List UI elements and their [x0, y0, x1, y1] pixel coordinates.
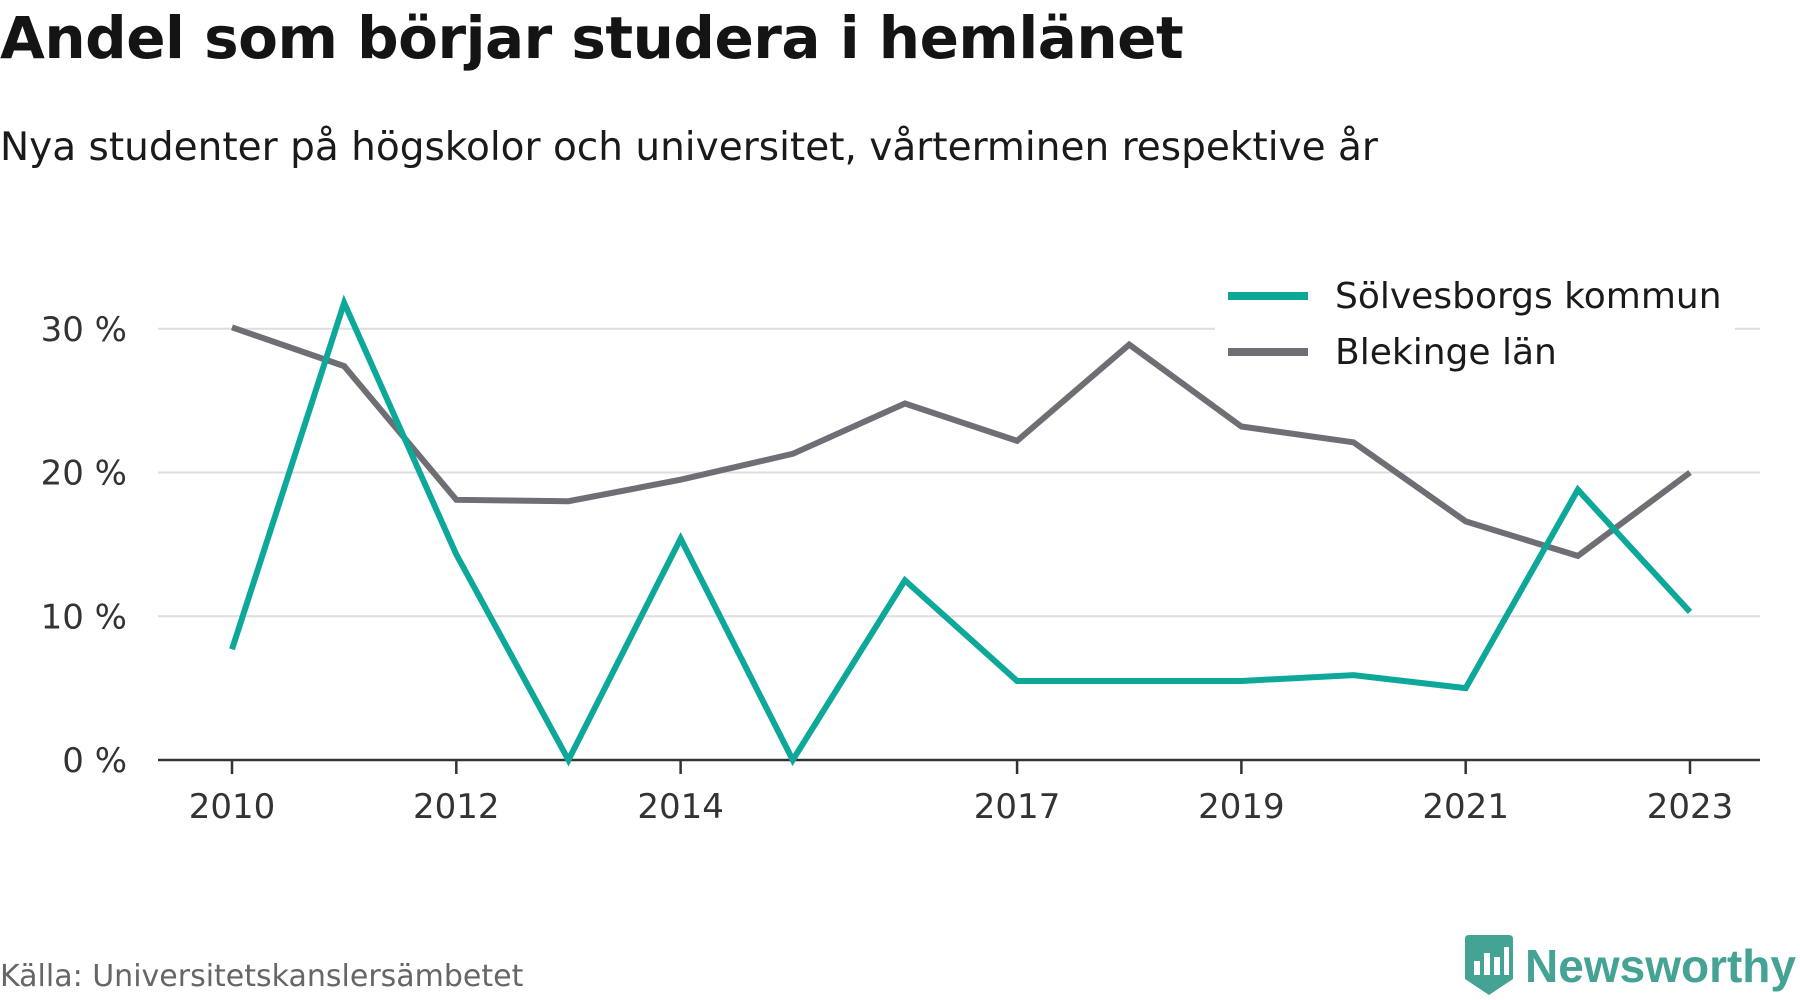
y-tick-label: 10 %: [41, 597, 127, 637]
x-tick-label: 2021: [1422, 787, 1509, 827]
x-tick-label: 2014: [637, 787, 724, 827]
x-tick-label: 2019: [1198, 787, 1285, 827]
y-tick-label: 0 %: [62, 741, 127, 781]
legend: Sölvesborgs kommun Blekinge län: [1215, 262, 1735, 373]
chart-title: Andel som börjar studera i hemlänet: [0, 4, 1184, 72]
chart-subtitle: Nya studenter på högskolor och universit…: [0, 125, 1378, 170]
brand-logo: Newsworthy: [1463, 935, 1796, 997]
x-tick-label: 2023: [1647, 787, 1734, 827]
x-axis-ticks: 2010 2012 2014 2017 2019 2021 2023: [189, 760, 1734, 827]
x-tick-label: 2010: [189, 787, 276, 827]
y-tick-label: 20 %: [41, 454, 127, 494]
brand-name: Newsworthy: [1525, 940, 1796, 992]
x-tick-label: 2017: [974, 787, 1061, 827]
series-line-blekinge: [231, 324, 1692, 560]
series-line-solvesborg: [229, 294, 1693, 767]
legend-label-blekinge: Blekinge län: [1335, 332, 1557, 373]
series-lines: [229, 294, 1693, 767]
source-note: Källa: Universitetskanslersämbetet: [0, 959, 524, 994]
y-axis-labels: 0 % 10 % 20 % 30 %: [41, 310, 127, 781]
x-tick-label: 2012: [413, 787, 500, 827]
legend-label-solvesborg: Sölvesborgs kommun: [1335, 276, 1722, 317]
line-chart: 0 % 10 % 20 % 30 % 2010 2012 2014 2017 2019 2021…: [40, 262, 1760, 827]
newsworthy-bar-chart-icon: [1465, 935, 1514, 995]
y-tick-label: 30 %: [41, 310, 127, 350]
